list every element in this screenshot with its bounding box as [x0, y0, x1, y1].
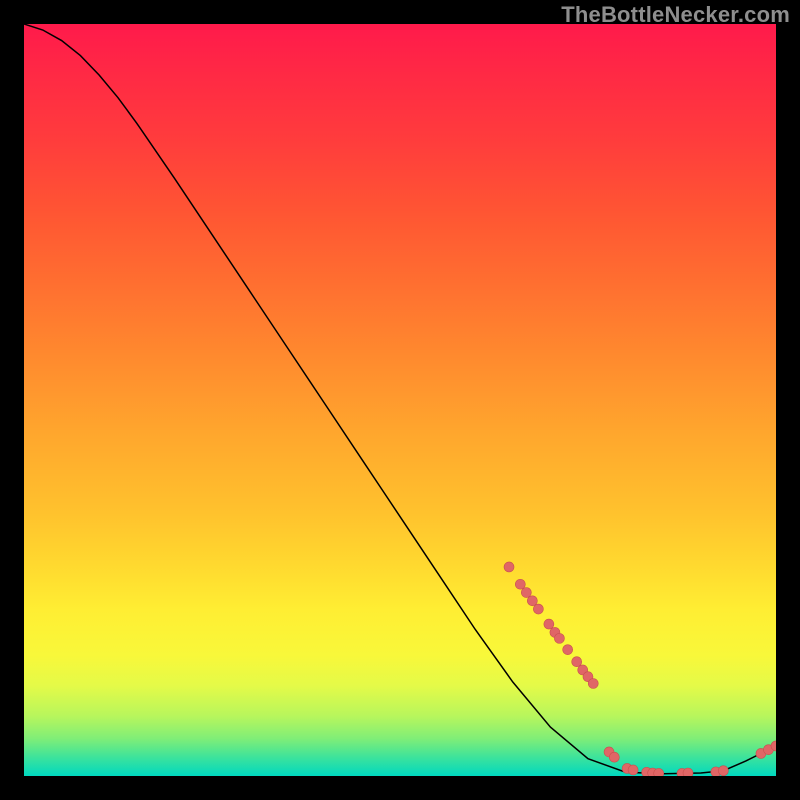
marker-point — [521, 588, 531, 598]
marker-point — [527, 596, 537, 606]
marker-point — [515, 579, 525, 589]
frame: TheBottleNecker.com — [0, 0, 800, 800]
plot-area — [24, 24, 776, 776]
marker-point — [533, 604, 543, 614]
scatter-markers — [504, 562, 776, 776]
marker-point — [504, 562, 514, 572]
marker-point — [563, 645, 573, 655]
watermark-text: TheBottleNecker.com — [561, 2, 790, 28]
marker-point — [628, 765, 638, 775]
marker-point — [544, 619, 554, 629]
marker-point — [554, 633, 564, 643]
marker-point — [572, 657, 582, 667]
curve-line — [24, 24, 776, 774]
marker-point — [718, 766, 728, 776]
marker-point — [683, 768, 693, 776]
marker-point — [654, 768, 664, 776]
marker-point — [609, 752, 619, 762]
marker-point — [588, 679, 598, 689]
chart-overlay — [24, 24, 776, 776]
